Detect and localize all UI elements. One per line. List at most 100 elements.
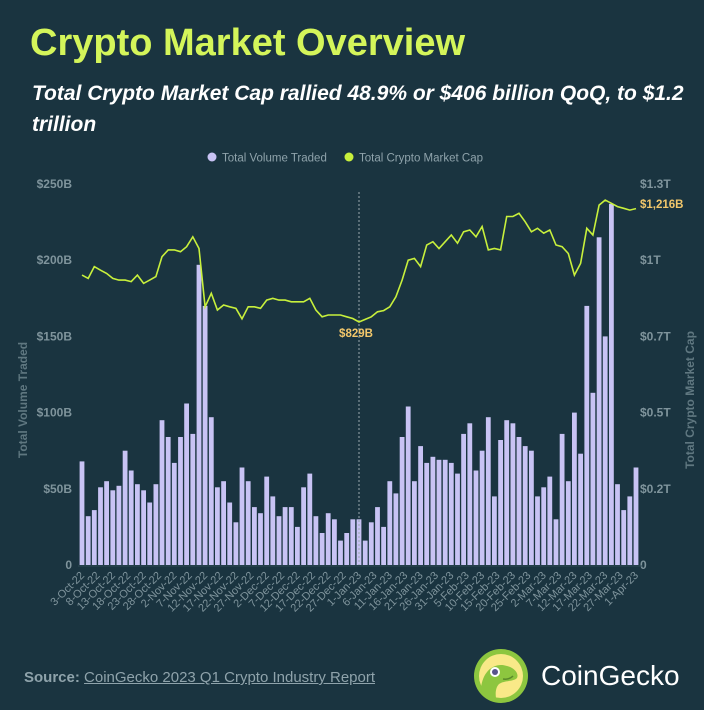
- volume-bar: [202, 305, 208, 565]
- volume-bar: [621, 510, 627, 565]
- volume-bar: [547, 476, 553, 565]
- volume-bar: [307, 473, 313, 565]
- left-axis-tick: $100B: [37, 406, 73, 420]
- volume-bar: [301, 487, 306, 565]
- volume-bar: [436, 459, 442, 565]
- volume-bar: [485, 417, 491, 565]
- left-axis-tick: $200B: [37, 253, 73, 267]
- volume-bar: [344, 533, 350, 565]
- right-axis: 0 $0.2T $0.5T $0.7T $1T $1.3T: [640, 177, 671, 572]
- volume-bar: [448, 462, 454, 565]
- volume-bar: [171, 462, 177, 565]
- volume-bar: [79, 461, 85, 565]
- volume-bar: [110, 490, 116, 565]
- volume-bar: [479, 450, 485, 565]
- volume-bar: [627, 496, 633, 565]
- volume-bar: [245, 481, 251, 565]
- volume-bar: [208, 417, 214, 565]
- right-axis-title: Total Crypto Market Cap: [683, 331, 697, 469]
- page-subtitle: Total Crypto Market Cap rallied 48.9% or…: [32, 82, 684, 136]
- volume-bar: [430, 456, 436, 565]
- volume-bar: [221, 481, 226, 565]
- volume-bar: [178, 437, 183, 565]
- volume-bar: [412, 481, 417, 565]
- volume-bar: [165, 437, 171, 565]
- volume-bar: [393, 493, 399, 565]
- volume-bar: [516, 437, 522, 565]
- chart: Total Volume Traded Total Crypto Market …: [16, 152, 697, 615]
- volume-bar: [159, 420, 165, 565]
- volume-bar: [424, 462, 430, 565]
- volume-bar: [276, 516, 282, 565]
- volume-bar: [196, 264, 202, 565]
- volume-bar: [252, 507, 257, 565]
- volume-bar: [405, 406, 411, 565]
- volume-bar: [584, 305, 590, 565]
- volume-bar: [233, 522, 239, 565]
- volume-bar: [85, 516, 91, 565]
- volume-bar: [381, 526, 386, 565]
- volume-bar: [128, 470, 134, 565]
- x-axis: 3-Oct-228-Oct-2213-Oct-2218-Oct-2223-Oct…: [48, 570, 641, 615]
- right-axis-tick: $1.3T: [640, 177, 671, 191]
- volume-bar: [215, 487, 220, 565]
- volume-bar: [529, 450, 534, 565]
- volume-bar: [387, 481, 393, 565]
- left-axis-tick: $250B: [37, 177, 73, 191]
- left-axis-tick: 0: [65, 558, 72, 572]
- right-axis-tick: $0.7T: [640, 329, 671, 343]
- volume-bar: [227, 502, 233, 565]
- volume-bar: [498, 440, 503, 565]
- left-axis: 0 $50B $100B $150B $200B $250B: [37, 177, 73, 572]
- volume-bar: [184, 403, 189, 565]
- volume-bar: [313, 516, 319, 565]
- volume-bar: [147, 502, 153, 565]
- volume-bar: [504, 420, 510, 565]
- coingecko-logo: CoinGecko: [473, 648, 680, 704]
- volume-bar: [467, 423, 473, 565]
- volume-bar: [553, 519, 559, 565]
- source-label: Source:: [24, 669, 80, 686]
- min-annotation: $829B: [339, 328, 373, 340]
- left-axis-title: Total Volume Traded: [16, 342, 30, 458]
- volume-bar: [362, 540, 368, 565]
- legend-volume-marker: [207, 152, 217, 162]
- volume-bar: [602, 336, 608, 565]
- volume-bar: [442, 459, 448, 565]
- right-axis-tick: $0.2T: [640, 482, 671, 496]
- volume-bar: [325, 513, 331, 565]
- volume-bar: [239, 467, 245, 565]
- volume-bar: [541, 487, 547, 565]
- volume-bar: [135, 484, 140, 565]
- volume-bar: [116, 485, 122, 565]
- legend-market-cap-label: Total Crypto Market Cap: [359, 153, 483, 165]
- gecko-icon: [474, 649, 528, 703]
- volume-bar: [522, 446, 528, 565]
- volume-bar: [590, 392, 596, 565]
- volume-bar: [461, 433, 466, 565]
- volume-bar: [535, 496, 540, 565]
- volume-bar: [141, 490, 146, 565]
- volume-bar: [473, 470, 479, 565]
- volume-bar: [350, 519, 356, 565]
- volume-bar: [455, 473, 460, 565]
- volume-bar: [572, 412, 577, 565]
- right-axis-tick: $0.5T: [640, 406, 671, 420]
- volume-bars: [79, 203, 639, 566]
- volume-bar: [356, 519, 362, 565]
- right-axis-tick: $1T: [640, 253, 661, 267]
- end-annotation: $1,216B: [640, 199, 683, 211]
- legend-market-cap-marker: [344, 152, 354, 162]
- volume-bar: [190, 433, 196, 565]
- source-link[interactable]: CoinGecko 2023 Q1 Crypto Industry Report: [84, 669, 376, 686]
- page-title: Crypto Market Overview: [30, 22, 466, 64]
- volume-bar: [264, 476, 270, 565]
- volume-bar: [270, 496, 276, 565]
- volume-bar: [596, 237, 602, 566]
- brand-name: CoinGecko: [541, 660, 680, 691]
- volume-bar: [399, 437, 405, 565]
- volume-bar: [332, 519, 337, 565]
- volume-bar: [338, 540, 343, 565]
- volume-bar: [559, 433, 565, 565]
- legend: Total Volume Traded Total Crypto Market …: [207, 152, 483, 165]
